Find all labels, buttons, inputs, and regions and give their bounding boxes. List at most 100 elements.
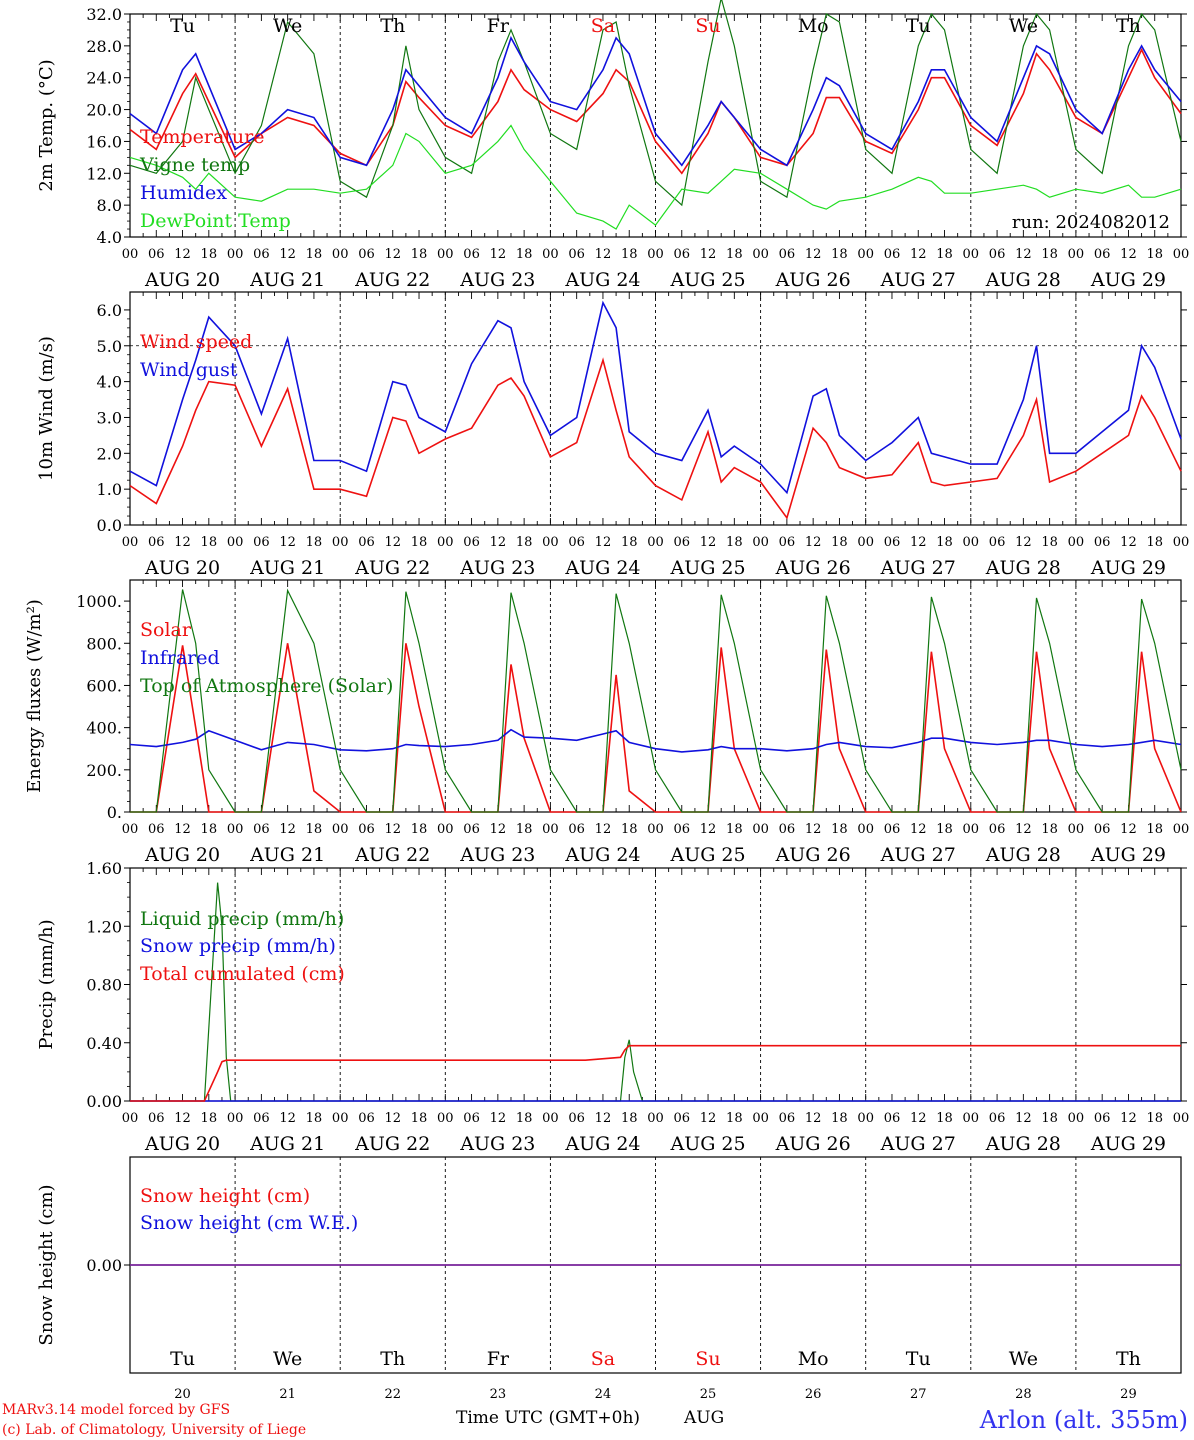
series-infrared <box>129 728 1182 753</box>
hour-tick-label: 18 <box>411 247 428 262</box>
hour-tick-label: 18 <box>1146 535 1163 550</box>
hour-tick-label: 00 <box>647 822 664 837</box>
weekday-label: Tu <box>906 15 931 37</box>
date-label: AUG 29 <box>1090 557 1166 579</box>
y-tick-label: 0.00 <box>86 1092 122 1111</box>
hour-tick-label: 18 <box>1041 822 1058 837</box>
date-label: AUG 28 <box>985 557 1061 579</box>
y-tick-label: 400. <box>86 719 122 738</box>
y-axis-label: Snow height (cm) <box>36 1184 57 1345</box>
legend-entry: Vigne temp <box>139 154 250 176</box>
date-label: AUG 26 <box>775 1133 851 1155</box>
hour-tick-label: 00 <box>122 822 139 837</box>
hour-tick-label: 06 <box>989 247 1006 262</box>
date-label: AUG 26 <box>775 269 851 291</box>
legend-entry: Snow precip (mm/h) <box>140 935 336 957</box>
date-label: AUG 20 <box>144 269 220 291</box>
hour-tick-label: 06 <box>989 1111 1006 1126</box>
date-label: AUG 22 <box>354 269 430 291</box>
hour-tick-label: 00 <box>542 535 559 550</box>
hour-tick-label: 00 <box>122 535 139 550</box>
panel-4: 0.00 0.40 0.80 1.20 1.60 Precip (mm/h) Liquid … <box>36 859 1189 1155</box>
weekday-label: Th <box>380 1348 405 1370</box>
hour-tick-label: 12 <box>700 535 717 550</box>
hour-tick-label: 12 <box>490 822 507 837</box>
y-tick-label: 12.0 <box>86 164 122 183</box>
y-tick-label: 0.80 <box>86 976 122 995</box>
date-label: AUG 21 <box>249 557 325 579</box>
hour-tick-label: 18 <box>306 247 323 262</box>
series-wind-speed <box>129 357 1182 520</box>
series-wind-gust <box>129 300 1182 495</box>
hour-tick-label: 12 <box>1120 535 1137 550</box>
hour-tick-label: 12 <box>805 247 822 262</box>
hour-tick-label: 12 <box>279 535 296 550</box>
hour-tick-label: 06 <box>358 822 375 837</box>
hour-tick-label: 18 <box>831 1111 848 1126</box>
day-number-label: 25 <box>700 1387 717 1402</box>
y-tick-label: 800. <box>86 634 122 653</box>
hour-tick-label: 00 <box>857 535 874 550</box>
hour-tick-label: 12 <box>1015 247 1032 262</box>
hour-tick-label: 12 <box>1120 1111 1137 1126</box>
weekday-label: Th <box>380 15 405 37</box>
legend-entry: Top of Atmosphere (Solar) <box>140 675 393 697</box>
hour-tick-label: 06 <box>568 535 585 550</box>
hour-tick-label: 00 <box>227 535 244 550</box>
hour-tick-label: 00 <box>227 822 244 837</box>
hour-tick-label: 12 <box>910 822 927 837</box>
hour-tick-label: 06 <box>253 822 270 837</box>
hour-tick-label: 06 <box>989 822 1006 837</box>
hour-tick-label: 06 <box>463 1111 480 1126</box>
y-tick-label: 1.60 <box>86 859 122 878</box>
date-label: AUG 28 <box>985 269 1061 291</box>
hour-tick-label: 18 <box>1041 1111 1058 1126</box>
hour-tick-label: 00 <box>647 247 664 262</box>
date-label: AUG 27 <box>880 557 956 579</box>
hour-tick-label: 00 <box>542 247 559 262</box>
date-label: AUG 28 <box>985 844 1061 866</box>
hour-tick-label: 00 <box>122 1111 139 1126</box>
hour-tick-label: 00 <box>963 247 980 262</box>
hour-tick-label: 18 <box>516 822 533 837</box>
day-number-label: 21 <box>279 1387 296 1402</box>
hour-tick-label: 18 <box>726 822 743 837</box>
hour-tick-label: 00 <box>963 535 980 550</box>
date-label: AUG 23 <box>459 269 535 291</box>
date-label: AUG 25 <box>669 844 745 866</box>
hour-tick-label: 12 <box>1015 822 1032 837</box>
legend-entry: Liquid precip (mm/h) <box>140 908 344 930</box>
hour-tick-label: 18 <box>1146 822 1163 837</box>
hour-tick-label: 06 <box>148 247 165 262</box>
hour-tick-label: 06 <box>1094 822 1111 837</box>
weekday-label: Su <box>695 15 720 37</box>
hour-tick-label: 00 <box>542 1111 559 1126</box>
y-tick-label: 0.0 <box>97 516 122 535</box>
panel-5: 0.00 Snow height (cm) Snow height (cm) Snow… <box>36 1156 1182 1402</box>
hour-tick-label: 00 <box>1173 1111 1190 1126</box>
y-tick-label: 6.0 <box>97 301 122 320</box>
legend-entry: Wind gust <box>140 359 238 381</box>
hour-tick-label: 06 <box>1094 1111 1111 1126</box>
hour-tick-label: 06 <box>358 1111 375 1126</box>
hour-tick-label: 06 <box>779 247 796 262</box>
hour-tick-label: 18 <box>411 822 428 837</box>
date-label: AUG 27 <box>880 269 956 291</box>
hour-tick-label: 12 <box>279 822 296 837</box>
y-tick-label: 2.0 <box>97 444 122 463</box>
hour-tick-label: 18 <box>621 247 638 262</box>
date-label: AUG 21 <box>249 1133 325 1155</box>
y-tick-label: 8.0 <box>97 196 122 215</box>
hour-tick-label: 18 <box>516 247 533 262</box>
date-label: AUG 25 <box>669 557 745 579</box>
y-tick-label: 0. <box>107 803 122 822</box>
hour-tick-label: 12 <box>1120 247 1137 262</box>
hour-tick-label: 12 <box>595 535 612 550</box>
hour-tick-label: 18 <box>726 247 743 262</box>
date-label: AUG 29 <box>1090 1133 1166 1155</box>
hour-tick-label: 06 <box>358 535 375 550</box>
run-label: run: 2024082012 <box>1012 212 1170 233</box>
y-tick-label: 0.40 <box>86 1034 122 1053</box>
hour-tick-label: 00 <box>1068 1111 1085 1126</box>
